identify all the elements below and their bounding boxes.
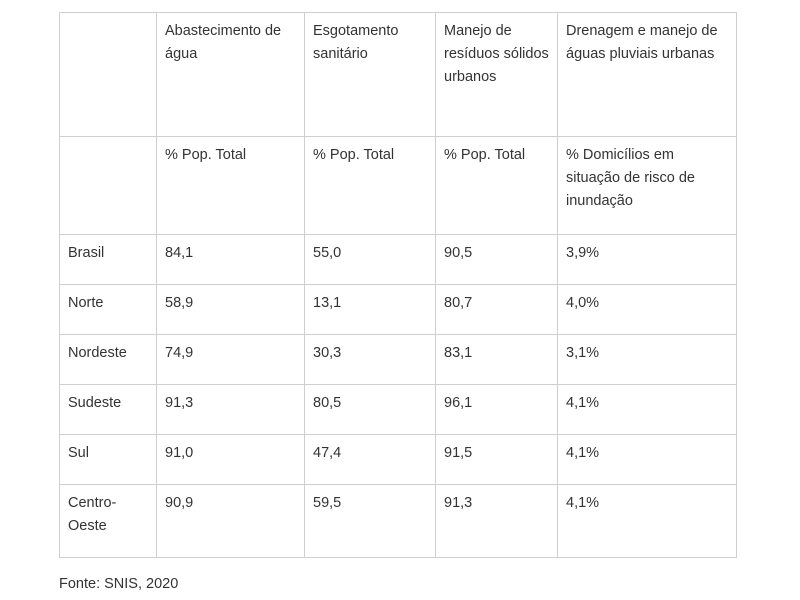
drainage-cell: 3,1% <box>557 334 737 385</box>
sewage-cell: 59,5 <box>304 484 436 558</box>
drainage-cell: 4,0% <box>557 284 737 335</box>
table-row: Sul 91,0 47,4 91,5 4,1% <box>59 434 737 485</box>
subheader-row: % Pop. Total % Pop. Total % Pop. Total %… <box>59 136 737 235</box>
water-supply-cell: 58,9 <box>156 284 305 335</box>
water-supply-cell: 90,9 <box>156 484 305 558</box>
drainage-cell: 4,1% <box>557 384 737 435</box>
sewage-cell: 80,5 <box>304 384 436 435</box>
sewage-cell: 30,3 <box>304 334 436 385</box>
header-cell-solid-waste: Manejo de resíduos sólidos urbanos <box>435 12 558 137</box>
drainage-cell: 4,1% <box>557 434 737 485</box>
table-row: Sudeste 91,3 80,5 96,1 4,1% <box>59 384 737 435</box>
subheader-cell-solid-waste: % Pop. Total <box>435 136 558 235</box>
solid-waste-cell: 90,5 <box>435 234 558 285</box>
region-cell: Nordeste <box>59 334 157 385</box>
subheader-cell-drainage: % Domicílios em situação de risco de inu… <box>557 136 737 235</box>
subheader-cell-empty <box>59 136 157 235</box>
sewage-cell: 47,4 <box>304 434 436 485</box>
water-supply-cell: 84,1 <box>156 234 305 285</box>
solid-waste-cell: 91,5 <box>435 434 558 485</box>
sanitation-table: Abastecimento de água Esgotamento sanitá… <box>59 12 737 558</box>
drainage-cell: 4,1% <box>557 484 737 558</box>
header-cell-drainage: Drenagem e manejo de águas pluviais urba… <box>557 12 737 137</box>
header-cell-water-supply: Abastecimento de água <box>156 12 305 137</box>
region-cell: Centro-Oeste <box>59 484 157 558</box>
table-row: Norte 58,9 13,1 80,7 4,0% <box>59 284 737 335</box>
table-row: Nordeste 74,9 30,3 83,1 3,1% <box>59 334 737 385</box>
solid-waste-cell: 80,7 <box>435 284 558 335</box>
subheader-cell-water-supply: % Pop. Total <box>156 136 305 235</box>
subheader-cell-sewage: % Pop. Total <box>304 136 436 235</box>
table-row: Centro-Oeste 90,9 59,5 91,3 4,1% <box>59 484 737 558</box>
solid-waste-cell: 83,1 <box>435 334 558 385</box>
sewage-cell: 55,0 <box>304 234 436 285</box>
solid-waste-cell: 91,3 <box>435 484 558 558</box>
region-cell: Norte <box>59 284 157 335</box>
source-note: Fonte: SNIS, 2020 <box>59 576 179 592</box>
drainage-cell: 3,9% <box>557 234 737 285</box>
water-supply-cell: 74,9 <box>156 334 305 385</box>
table-row: Brasil 84,1 55,0 90,5 3,9% <box>59 234 737 285</box>
region-cell: Sudeste <box>59 384 157 435</box>
header-row: Abastecimento de água Esgotamento sanitá… <box>59 12 737 137</box>
region-cell: Brasil <box>59 234 157 285</box>
water-supply-cell: 91,0 <box>156 434 305 485</box>
water-supply-cell: 91,3 <box>156 384 305 435</box>
region-cell: Sul <box>59 434 157 485</box>
sewage-cell: 13,1 <box>304 284 436 335</box>
solid-waste-cell: 96,1 <box>435 384 558 435</box>
header-cell-sewage: Esgotamento sanitário <box>304 12 436 137</box>
header-cell-empty <box>59 12 157 137</box>
